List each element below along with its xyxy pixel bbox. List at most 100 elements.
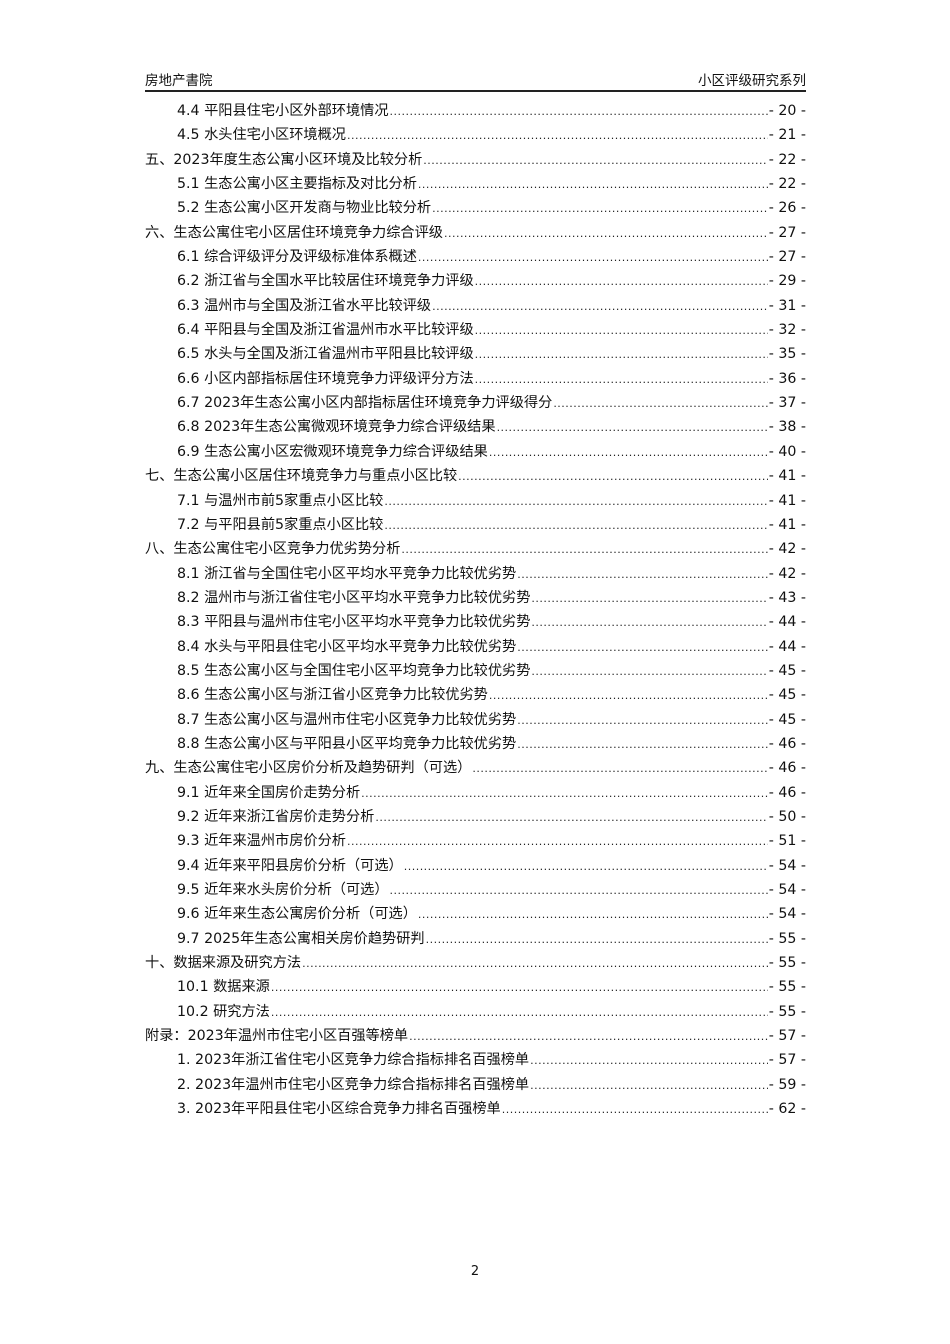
toc-entry-page: - 35 -: [768, 346, 806, 363]
dot-leader: [502, 1103, 768, 1116]
page-number: 2: [470, 1264, 480, 1279]
dot-leader: [401, 543, 767, 556]
toc-entry-title: 7.1 与温州市前5家重点小区比较: [177, 492, 384, 509]
toc-section-entry[interactable]: 6.3 温州市与全国及浙江省水平比较评级 - 31 -: [145, 295, 806, 319]
dot-leader: [531, 665, 767, 678]
dot-leader: [444, 227, 768, 240]
toc-section-entry[interactable]: 8.3 平阳县与温州市住宅小区平均水平竞争力比较优劣势 - 44 -: [145, 611, 806, 635]
toc-entry-page: - 38 -: [768, 419, 806, 436]
header-publisher: 房地产書院: [145, 73, 213, 89]
toc-section-entry[interactable]: 7.1 与温州市前5家重点小区比较 - 41 -: [145, 490, 806, 514]
toc-entry-title: 6.8 2023年生态公寓微观环境竞争力综合评级结果: [177, 419, 496, 436]
toc-section-entry[interactable]: 4.4 平阳县住宅小区外部环境情况 - 20 -: [145, 100, 806, 124]
toc-chapter-entry[interactable]: 十、数据来源及研究方法 - 55 -: [145, 952, 806, 976]
toc-section-entry[interactable]: 9.6 近年来生态公寓房价分析（可选） - 54 -: [145, 903, 806, 927]
dot-leader: [384, 495, 767, 508]
toc-chapter-entry[interactable]: 附录：2023年温州市住宅小区百强等榜单 - 57 -: [145, 1025, 806, 1049]
toc-entry-page: - 43 -: [768, 589, 806, 606]
toc-section-entry[interactable]: 8.8 生态公寓小区与平阳县小区平均竞争力比较优劣势 - 46 -: [145, 733, 806, 757]
toc-section-entry[interactable]: 6.9 生态公寓小区宏微观环境竞争力综合评级结果 - 40 -: [145, 441, 806, 465]
toc-entry-page: - 27 -: [768, 224, 806, 241]
toc-chapter-entry[interactable]: 七、生态公寓小区居住环境竞争力与重点小区比较 - 41 -: [145, 465, 806, 489]
toc-entry-page: - 27 -: [768, 249, 806, 266]
toc-section-entry[interactable]: 5.1 生态公寓小区主要指标及对比分析 - 22 -: [145, 173, 806, 197]
toc-entry-title: 6.1 综合评级评分及评级标准体系概述: [177, 249, 417, 266]
toc-section-entry[interactable]: 5.2 生态公寓小区开发商与物业比较分析 - 26 -: [145, 197, 806, 221]
header-series: 小区评级研究系列: [698, 73, 806, 89]
toc-chapter-entry[interactable]: 九、生态公寓住宅小区房价分析及趋势研判（可选） - 46 -: [145, 757, 806, 781]
dot-leader: [302, 957, 768, 970]
dot-leader: [409, 1030, 768, 1043]
toc-entry-title: 5.2 生态公寓小区开发商与物业比较分析: [177, 200, 432, 217]
dot-leader: [530, 1079, 768, 1092]
toc-section-entry[interactable]: 6.6 小区内部指标居住环境竞争力评级评分方法 - 36 -: [145, 368, 806, 392]
toc-section-entry[interactable]: 3. 2023年平阳县住宅小区综合竞争力排名百强榜单 - 62 -: [145, 1098, 806, 1122]
toc-entry-page: - 55 -: [768, 955, 806, 972]
toc-chapter-entry[interactable]: 八、生态公寓住宅小区竞争力优劣势分析 - 42 -: [145, 538, 806, 562]
toc-entry-title: 九、生态公寓住宅小区房价分析及趋势研判（可选）: [145, 760, 472, 777]
dot-leader: [432, 300, 768, 313]
dot-leader: [489, 689, 768, 702]
dot-leader: [432, 202, 768, 215]
toc-entry-page: - 42 -: [768, 565, 806, 582]
toc-section-entry[interactable]: 8.2 温州市与浙江省住宅小区平均水平竞争力比较优劣势 - 43 -: [145, 587, 806, 611]
toc-section-entry[interactable]: 2. 2023年温州市住宅小区竞争力综合指标排名百强榜单 - 59 -: [145, 1074, 806, 1098]
toc-entry-page: - 57 -: [768, 1052, 806, 1069]
toc-section-entry[interactable]: 6.4 平阳县与全国及浙江省温州市水平比较评级 - 32 -: [145, 319, 806, 343]
toc-entry-page: - 57 -: [768, 1028, 806, 1045]
toc-entry-page: - 31 -: [768, 297, 806, 314]
toc-entry-title: 2. 2023年温州市住宅小区竞争力综合指标排名百强榜单: [177, 1076, 530, 1093]
toc-section-entry[interactable]: 8.1 浙江省与全国住宅小区平均水平竞争力比较优劣势 - 42 -: [145, 563, 806, 587]
toc-section-entry[interactable]: 10.1 数据来源 - 55 -: [145, 976, 806, 1000]
dot-leader: [531, 592, 767, 605]
toc-section-entry[interactable]: 9.3 近年来温州市房价分析 - 51 -: [145, 830, 806, 854]
toc-section-entry[interactable]: 1. 2023年浙江省住宅小区竞争力综合指标排名百强榜单 - 57 -: [145, 1049, 806, 1073]
toc-entry-page: - 20 -: [768, 103, 806, 119]
toc-entry-title: 3. 2023年平阳县住宅小区综合竞争力排名百强榜单: [177, 1101, 501, 1118]
toc-entry-title: 8.3 平阳县与温州市住宅小区平均水平竞争力比较优劣势: [177, 614, 531, 631]
toc-section-entry[interactable]: 9.7 2025年生态公寓相关房价趋势研判 - 55 -: [145, 928, 806, 952]
toc-entry-title: 六、生态公寓住宅小区居住环境竞争力综合评级: [145, 224, 443, 241]
toc-section-entry[interactable]: 9.5 近年来水头房价分析（可选） - 54 -: [145, 879, 806, 903]
toc-section-entry[interactable]: 8.7 生态公寓小区与温州市住宅小区竞争力比较优劣势 - 45 -: [145, 709, 806, 733]
toc-section-entry[interactable]: 6.1 综合评级评分及评级标准体系概述 - 27 -: [145, 246, 806, 270]
page-header: 房地产書院 小区评级研究系列: [145, 68, 806, 92]
dot-leader: [390, 884, 768, 897]
toc-chapter-entry[interactable]: 六、生态公寓住宅小区居住环境竞争力综合评级 - 27 -: [145, 222, 806, 246]
toc-section-entry[interactable]: 9.4 近年来平阳县房价分析（可选） - 54 -: [145, 855, 806, 879]
toc-section-entry[interactable]: 8.6 生态公寓小区与浙江省小区竞争力比较优劣势 - 45 -: [145, 684, 806, 708]
dot-leader: [347, 835, 768, 848]
toc-entry-page: - 46 -: [768, 784, 806, 801]
toc-entry-title: 4.5 水头住宅小区环境概况: [177, 127, 346, 144]
toc-entry-title: 8.1 浙江省与全国住宅小区平均水平竞争力比较优劣势: [177, 565, 517, 582]
toc-section-entry[interactable]: 6.8 2023年生态公寓微观环境竞争力综合评级结果 - 38 -: [145, 416, 806, 440]
toc-entry-page: - 37 -: [768, 395, 806, 412]
toc-section-entry[interactable]: 9.2 近年来浙江省房价走势分析 - 50 -: [145, 806, 806, 830]
toc-entry-page: - 26 -: [768, 200, 806, 217]
toc-section-entry[interactable]: 4.5 水头住宅小区环境概况 - 21 -: [145, 124, 806, 148]
toc-section-entry[interactable]: 9.1 近年来全国房价走势分析 - 46 -: [145, 782, 806, 806]
toc-section-entry[interactable]: 7.2 与平阳县前5家重点小区比较 - 41 -: [145, 514, 806, 538]
toc-chapter-entry[interactable]: 五、2023年度生态公寓小区环境及比较分析 - 22 -: [145, 149, 806, 173]
toc-entry-title: 6.6 小区内部指标居住环境竞争力评级评分方法: [177, 370, 474, 387]
dot-leader: [423, 154, 767, 167]
dot-leader: [517, 568, 767, 581]
toc-section-entry[interactable]: 10.2 研究方法 - 55 -: [145, 1001, 806, 1025]
toc-section-entry[interactable]: 6.7 2023年生态公寓小区内部指标居住环境竞争力评级得分 - 37 -: [145, 392, 806, 416]
toc-entry-title: 9.1 近年来全国房价走势分析: [177, 784, 361, 801]
toc-entry-title: 7.2 与平阳县前5家重点小区比较: [177, 516, 384, 533]
dot-leader: [475, 348, 768, 361]
toc-entry-title: 8.5 生态公寓小区与全国住宅小区平均竞争力比较优劣势: [177, 662, 531, 679]
toc-section-entry[interactable]: 8.5 生态公寓小区与全国住宅小区平均竞争力比较优劣势 - 45 -: [145, 660, 806, 684]
toc-section-entry[interactable]: 6.2 浙江省与全国水平比较居住环境竞争力评级 - 29 -: [145, 270, 806, 294]
toc-entry-title: 9.6 近年来生态公寓房价分析（可选）: [177, 906, 417, 923]
toc-entry-title: 4.4 平阳县住宅小区外部环境情况: [177, 103, 389, 119]
toc-section-entry[interactable]: 8.4 水头与平阳县住宅小区平均水平竞争力比较优劣势 - 44 -: [145, 636, 806, 660]
toc-entry-page: - 45 -: [768, 711, 806, 728]
dot-leader: [390, 105, 768, 118]
toc-entry-page: - 62 -: [768, 1101, 806, 1118]
toc-entry-title: 10.1 数据来源: [177, 979, 270, 996]
toc-entry-title: 6.9 生态公寓小区宏微观环境竞争力综合评级结果: [177, 443, 488, 460]
toc-section-entry[interactable]: 6.5 水头与全国及浙江省温州市平阳县比较评级 - 35 -: [145, 343, 806, 367]
dot-leader: [361, 787, 768, 800]
